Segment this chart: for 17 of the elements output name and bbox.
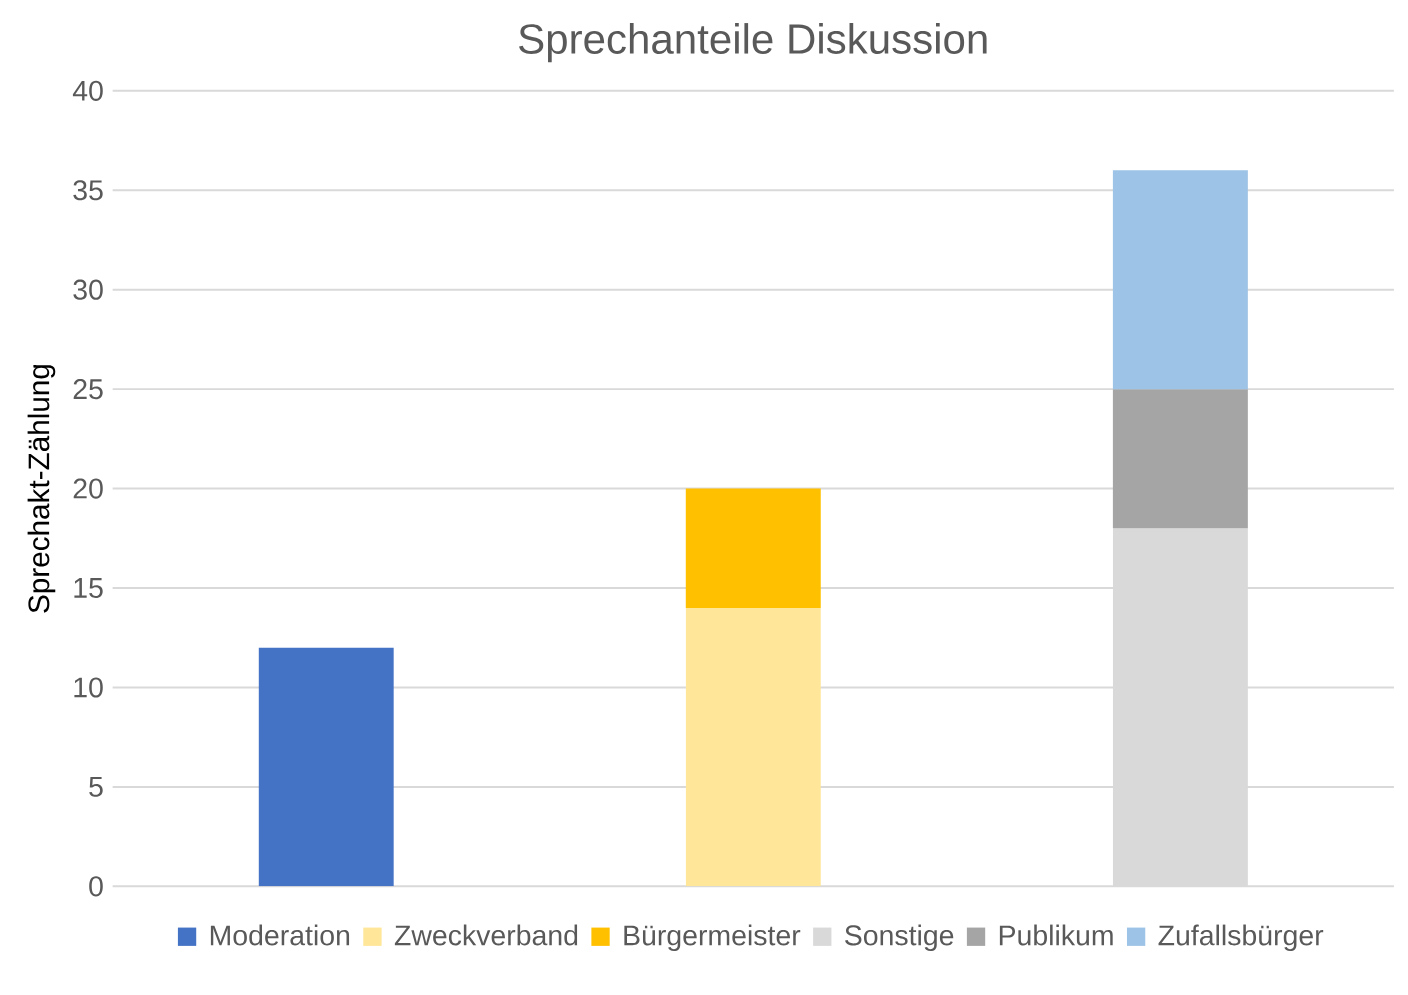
y-tick-label: 5 (89, 776, 103, 797)
y-tick-label: 25 (73, 378, 103, 399)
y-tick-label: 15 (74, 577, 103, 598)
legend-label: Bürgermeister (624, 924, 801, 951)
y-tick-label: 40 (72, 80, 103, 101)
y-tick-label: 35 (73, 179, 103, 201)
legend-label: Moderation (210, 924, 350, 946)
legend-label: Zweckverband (394, 924, 578, 946)
y-tick-label: 20 (73, 478, 103, 499)
y-tick-label: 30 (73, 279, 103, 300)
legend-label: Sonstige (845, 924, 954, 951)
y-axis-title: Sprechakt-Zählung (27, 364, 56, 613)
legend-label: Zufallsbürger (1158, 924, 1324, 951)
legend-label: Publikum (999, 924, 1113, 946)
chart-title: Sprechanteile Diskussion (519, 22, 987, 63)
y-tick-label: 0 (89, 876, 103, 897)
y-tick-label: 10 (74, 677, 103, 698)
